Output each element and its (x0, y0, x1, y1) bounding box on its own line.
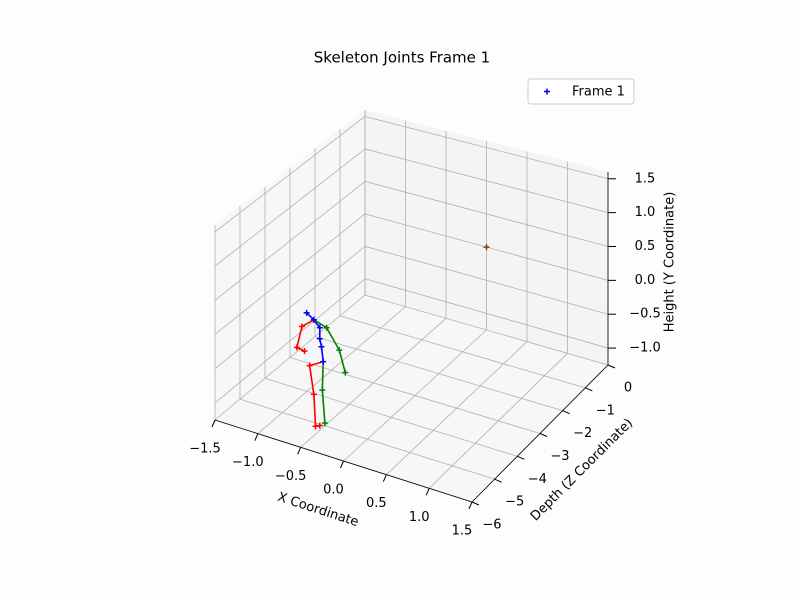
grid-line (214, 278, 366, 404)
grid-line (364, 245, 609, 315)
bone (325, 327, 341, 351)
bone (308, 365, 315, 395)
joint (301, 348, 308, 355)
grid-line (364, 181, 609, 247)
z-tick (539, 433, 548, 437)
y-tick-label: 1.5 (635, 171, 656, 186)
bone (313, 394, 317, 427)
x-tick (382, 474, 387, 482)
x-tick (254, 433, 259, 441)
chart-title: Skeleton Joints Frame 1 (314, 49, 490, 67)
y-tick-label: 0.5 (635, 239, 656, 254)
grid-line (289, 357, 541, 434)
x-axis-line (214, 419, 473, 503)
legend-box (527, 78, 635, 105)
x-tick-label: 1.0 (409, 510, 430, 525)
joint (342, 369, 349, 376)
joint (320, 358, 327, 365)
grid-line (214, 181, 366, 301)
joint (298, 323, 305, 330)
joint (316, 335, 323, 342)
legend: Frame 1 (527, 78, 635, 105)
grid-line (364, 148, 609, 214)
joint (310, 316, 317, 323)
joint (321, 420, 328, 427)
bone (313, 319, 328, 329)
joint (336, 347, 343, 354)
z-tick-label: −6 (482, 518, 501, 533)
grid-line (264, 377, 518, 457)
grid-line (364, 116, 609, 180)
grid-line (314, 336, 563, 412)
z-tick-label: 0 (624, 381, 632, 396)
bone (301, 319, 315, 328)
x-tick (297, 447, 302, 455)
y-axis-title: Height (Y Coordinate) (663, 192, 678, 333)
bone (321, 361, 324, 391)
y-tick-label: 0.0 (635, 273, 656, 288)
x-tick (340, 460, 344, 469)
z-tick-label: −5 (505, 495, 524, 510)
joint (323, 324, 330, 331)
z-tick-label: −4 (528, 472, 547, 487)
bone (321, 390, 326, 424)
grid-line (339, 315, 586, 389)
y-tick-label: −0.5 (629, 307, 661, 322)
x-tick (468, 501, 473, 510)
z-tick-label: −2 (573, 426, 592, 441)
y-tick-label: 1.0 (635, 205, 656, 220)
x-tick-label: 1.5 (452, 524, 473, 539)
x-tick-label: 0.5 (366, 496, 387, 511)
joint (310, 391, 317, 398)
x-axis-title: X Coordinate (276, 490, 361, 530)
x-tick (425, 488, 430, 496)
joint (483, 244, 490, 251)
bone (296, 326, 303, 348)
z-tick (471, 501, 480, 506)
z-tick (585, 387, 593, 392)
z-tick-label: −1 (596, 403, 615, 418)
z-axis-line (471, 364, 609, 503)
grid-line (214, 246, 366, 369)
joint (318, 343, 325, 350)
z-tick (517, 455, 525, 460)
z-tick (607, 364, 616, 369)
z-tick (562, 410, 570, 415)
grid-line (239, 398, 495, 480)
y-tick-label: −1.0 (629, 341, 661, 356)
bone (338, 349, 347, 373)
grid-line (364, 294, 609, 366)
joint (306, 362, 313, 369)
x-tick-label: −1.0 (232, 455, 264, 470)
joint (316, 324, 323, 331)
grid-line (214, 213, 366, 335)
joint (316, 422, 323, 429)
z-tick (494, 478, 502, 483)
bone (306, 312, 315, 321)
grid-line (364, 278, 609, 349)
joint (303, 309, 310, 316)
legend-label: Frame 1 (572, 85, 625, 100)
x-tick-label: −0.5 (275, 469, 307, 484)
grid-line (214, 148, 366, 267)
x-tick-label: 0.0 (323, 483, 344, 498)
z-tick-label: −3 (550, 449, 569, 464)
x-tick-label: −1.5 (189, 442, 221, 457)
joint (293, 344, 300, 351)
grid-line (214, 116, 366, 233)
x-tick (211, 419, 216, 428)
joint (319, 387, 326, 394)
